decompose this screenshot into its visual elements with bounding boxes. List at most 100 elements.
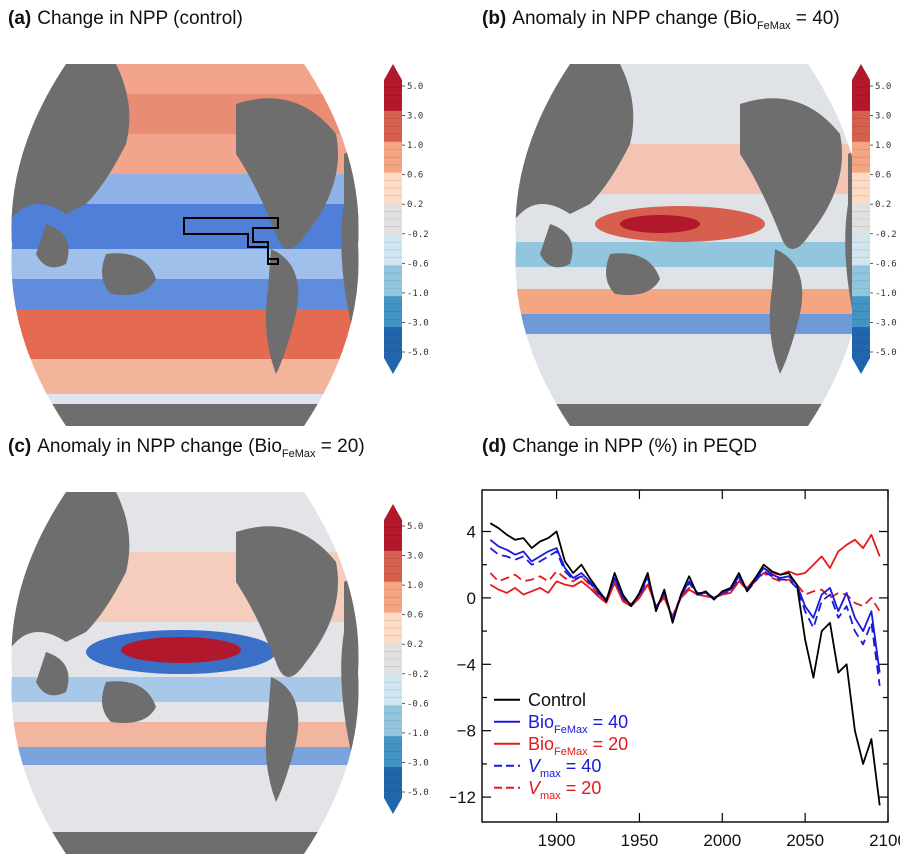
legend-entry: BioFeMax = 40 [528,712,628,736]
colorbar-a-segment [384,203,402,235]
map-b-biofemax40 [515,64,863,426]
colorbar-a-segment [384,327,402,359]
series-line-2 [489,533,881,619]
legend-entry: Vmax = 40 [528,756,601,780]
y-tick-label: 4 [467,523,476,542]
colorbar-a-tick-label: -0.6 [407,259,429,269]
colorbar-c-segment [384,767,402,799]
panel-d-title-text: Change in NPP (%) in PEQD [512,436,757,457]
panel-c-title-pre: Anomaly in NPP change (Bio [37,436,282,457]
legend-entry: BioFeMax = 20 [528,734,628,758]
colorbar-a-tick-label: 0.2 [407,200,423,210]
y-tick-label: −12 [450,788,476,807]
colorbar-c-segment [384,643,402,675]
colorbar-a-segment [384,265,402,297]
colorbar-c-tick-label: -0.6 [407,699,429,709]
colorbar-b-tick-label: 5.0 [875,82,891,92]
colorbar-a-tick-label: -3.0 [407,318,429,328]
colorbar-a-tick-label: -5.0 [407,348,429,358]
colorbar-b-segment [852,296,870,328]
colorbar-a-segment [384,296,402,328]
panel-b-label: (b) [482,8,507,29]
y-tick-label: 0 [467,589,476,608]
colorbar-c-segment [384,736,402,768]
colorbar-c-segment [384,550,402,583]
line-chart-d: 1900195020002050210040−4−8−12ControlBioF… [450,489,900,850]
colorbar-c-tick-label: -0.2 [407,670,429,680]
colorbar-b-arrow-bottom [852,358,870,374]
colorbar-b-segment [852,80,870,112]
series-line-3 [489,547,881,687]
panel-c-title-sub: FeMax [281,447,316,460]
colorbar-a-tick-label: 0.6 [407,171,423,181]
colorbar-a-segment [384,80,402,112]
colorbar-b-tick-label: 3.0 [875,112,891,122]
colorbar-c-arrow-top [384,504,402,520]
colorbar-a-tick-label: 3.0 [407,112,423,122]
colorbar-b-tick-label: 0.2 [875,200,891,210]
legend-entry: Control [528,690,586,710]
series-line-4 [489,570,881,618]
panel-d-title: (d) Change in NPP (%) in PEQD [482,436,757,458]
y-tick-label: −8 [457,722,476,741]
colorbar-c-segment [384,612,402,645]
colorbar-c-tick-label: 5.0 [407,522,423,532]
colorbar-b-tick-label: -0.6 [875,259,897,269]
colorbar-c-tick-label: -5.0 [407,788,429,798]
colorbar-b-segment [852,265,870,297]
colorbar-c-tick-label: 1.0 [407,581,423,591]
panel-c-title-post: = 20) [315,436,365,457]
panel-d-label: (d) [482,436,507,457]
colorbar-c-tick-label: 0.2 [407,640,423,650]
colorbar-b-arrow-top [852,64,870,80]
panel-b-title-sub: FeMax [756,19,791,32]
series-line-1 [489,539,881,673]
map-a-control [11,64,359,426]
colorbar-b-tick-label: -1.0 [875,289,897,299]
colorbar-a-arrow-top [384,64,402,80]
colorbar-b-tick-label: 1.0 [875,141,891,151]
colorbar-c-tick-label: 0.6 [407,611,423,621]
colorbar-a-tick-label: 5.0 [407,82,423,92]
panel-b-title-pre: Anomaly in NPP change (Bio [512,8,757,29]
colorbar-b-tick-label: -0.2 [875,230,897,240]
x-tick-label: 2100 [869,831,900,850]
colorbar-b-tick-label: -5.0 [875,348,897,358]
x-tick-label: 2000 [703,831,741,850]
panel-a-title: (a) Change in NPP (control) [8,8,243,30]
panel-b-title: (b) Anomaly in NPP change (BioFeMax = 40) [482,8,840,32]
x-tick-label: 1900 [538,831,576,850]
colorbar-b-tick-label: 0.6 [875,171,891,181]
colorbar-b-segment [852,172,870,205]
colorbar-c-segment [384,520,402,552]
x-tick-label: 2050 [786,831,824,850]
colorbar-c-arrow-bottom [384,798,402,814]
colorbar-a-segment [384,172,402,205]
colorbar-a: 5.0 3.0 1.0 0.6 0.2 -0.2 -0.6 -1.0 -3.0 -5.0 [384,64,429,374]
colorbar-a-segment [384,110,402,143]
panel-a-label: (a) [8,8,32,29]
colorbar-b-segment [852,234,870,266]
y-tick-label: −4 [457,655,476,674]
colorbar-c-segment [384,581,402,614]
colorbar-c-tick-label: 3.0 [407,552,423,562]
colorbar-b: 5.0 3.0 1.0 0.6 0.2 -0.2 -0.6 -1.0 -3.0 -5.0 [852,64,897,374]
panel-b-title-post: = 40) [790,8,840,29]
colorbar-a-tick-label: -1.0 [407,289,429,299]
colorbar-a-arrow-bottom [384,358,402,374]
colorbar-b-segment [852,141,870,174]
legend-entry: Vmax = 20 [528,778,601,802]
colorbar-c-tick-label: -3.0 [407,758,429,768]
colorbar-b-segment [852,203,870,235]
colorbar-c-segment [384,674,402,706]
colorbar-c: 5.0 3.0 1.0 0.6 0.2 -0.2 -0.6 -1.0 -3.0 -5.0 [384,504,429,814]
colorbar-c-segment [384,705,402,737]
colorbar-a-segment [384,141,402,174]
colorbar-a-tick-label: 1.0 [407,141,423,151]
series-line-0 [489,522,881,806]
colorbar-b-tick-label: -3.0 [875,318,897,328]
plot-frame [481,489,889,823]
panel-c-title: (c) Anomaly in NPP change (BioFeMax = 20) [8,436,365,460]
colorbar-b-segment [852,327,870,359]
colorbar-a-segment [384,234,402,266]
